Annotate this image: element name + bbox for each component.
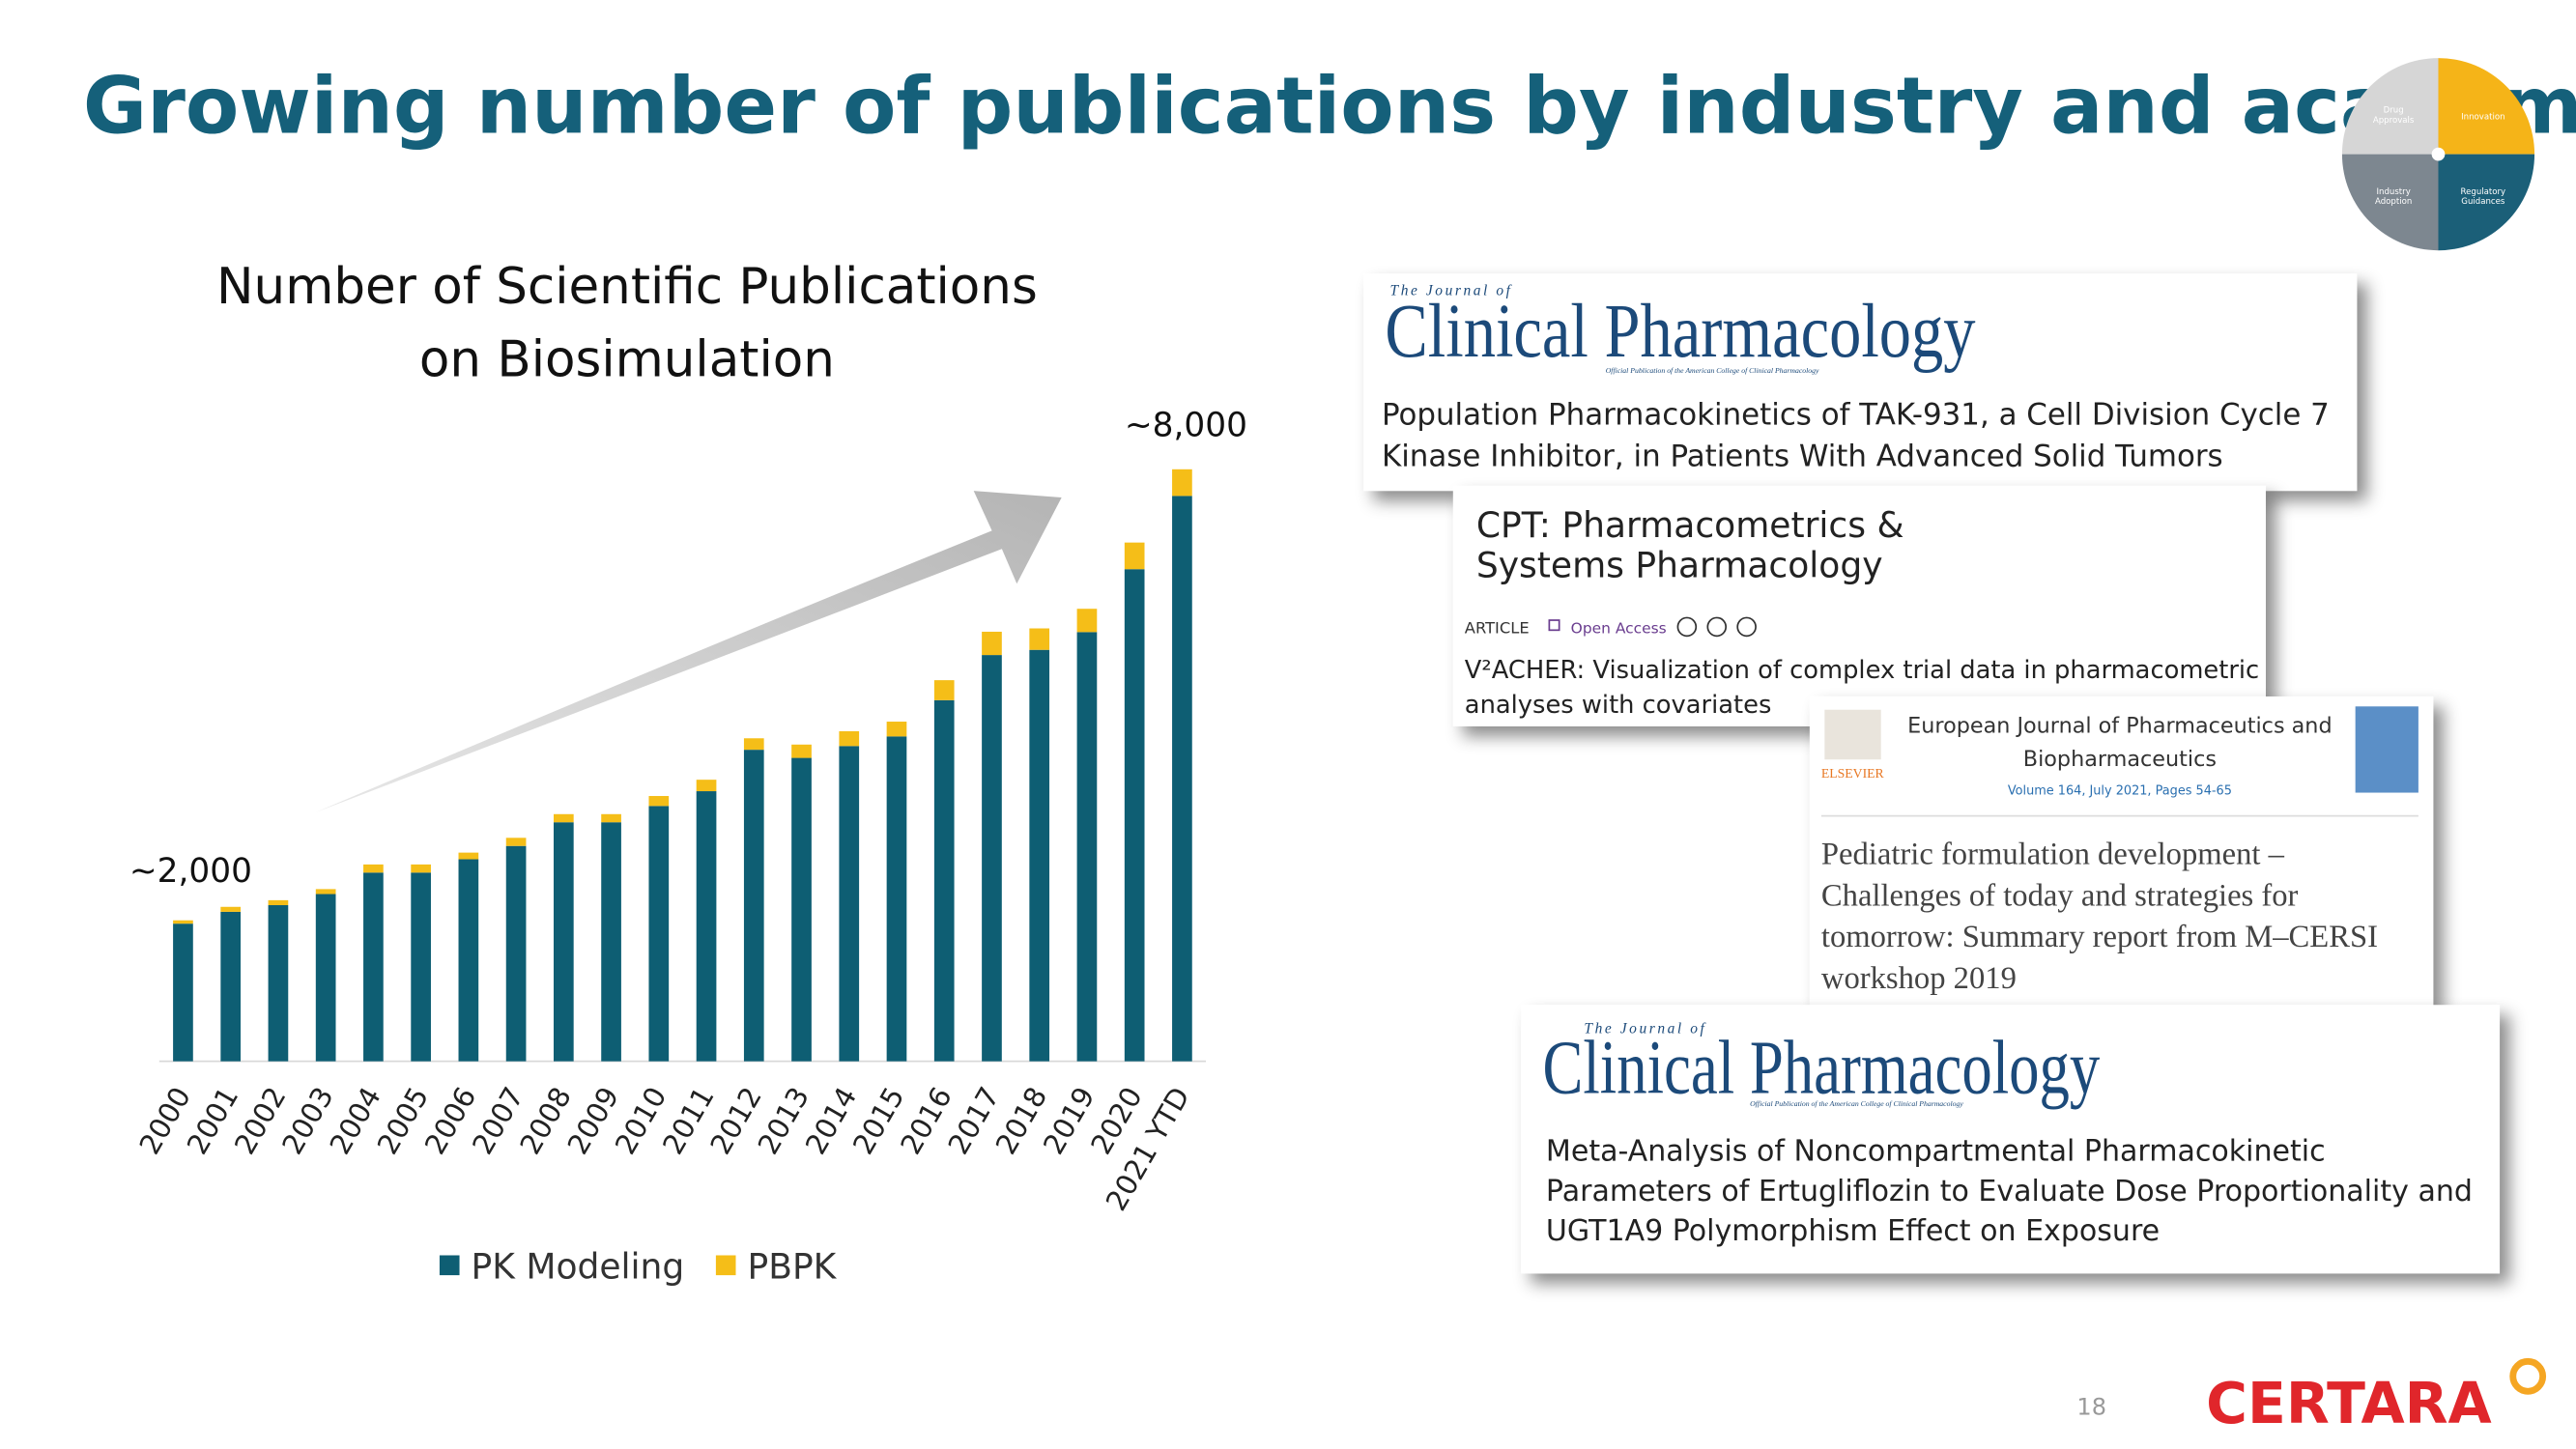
bar-segment (791, 744, 812, 758)
logo-label: Innovation (2461, 113, 2504, 123)
bar-segment (1124, 569, 1145, 1062)
logo-label: Regulatory (2461, 187, 2506, 197)
bar-segment (268, 905, 289, 1062)
logo-label: Approvals (2373, 116, 2415, 126)
legend-label: PBPK (748, 1248, 838, 1288)
bar-segment (173, 923, 193, 1062)
bar-segment (982, 631, 1002, 656)
bar-segment (1172, 469, 1192, 497)
bar-segment (1029, 649, 1050, 1062)
article-card: CPT: Pharmacometrics & Systems Pharmacol… (1452, 485, 2266, 726)
article-card: The Journal of Clinical Pharmacology Off… (1521, 1005, 2501, 1274)
legend-label: PK Modeling (472, 1248, 685, 1288)
annotation: ~2,000 (129, 852, 252, 891)
bar-segment (505, 838, 527, 846)
journal-cover (2355, 706, 2419, 793)
page-title: Growing number of publications by indust… (83, 61, 2576, 152)
logo-label: Guidances (2461, 197, 2505, 207)
article-title: tomorrow: Summary report from M–CERSI (1821, 920, 2378, 954)
logo-label: Industry (2376, 187, 2410, 197)
bar-segment (458, 852, 479, 860)
page-number: 18 (2076, 1393, 2106, 1420)
article-title: Pediatric formulation development – (1821, 837, 2285, 871)
bar-segment (458, 859, 479, 1062)
bar-segment (839, 746, 860, 1062)
bar-segment (363, 872, 384, 1062)
bar-segment (648, 806, 670, 1062)
article-card: The Journal of Clinical Pharmacology Off… (1363, 273, 2358, 492)
bar-segment (315, 889, 336, 895)
legend-swatch (439, 1255, 460, 1276)
bar-segment (886, 722, 907, 737)
bar-segment (505, 845, 527, 1062)
logo-label: Adoption (2375, 197, 2412, 207)
bar-segment (933, 680, 955, 700)
article-card: ELSEVIER European Journal of Pharmaceuti… (1809, 696, 2434, 1012)
chart-title: on Biosimulation (419, 331, 835, 389)
article-title: Kinase Inhibitor, in Patients With Advan… (1382, 439, 2223, 473)
journal-tagline: Official Publication of the American Col… (1606, 366, 1819, 375)
bar-segment (791, 757, 812, 1062)
article-title: UGT1A9 Polymorphism Effect on Exposure (1546, 1214, 2160, 1248)
bar-segment (839, 730, 860, 747)
bar-segment (601, 822, 621, 1062)
annotation: ~8,000 (1125, 406, 1247, 444)
journal-tagline: Official Publication of the American Col… (1750, 1099, 1963, 1108)
article-title: Parameters of Ertugliflozin to Evaluate … (1546, 1175, 2473, 1208)
bar-segment (886, 736, 907, 1062)
bar-segment (220, 911, 242, 1062)
journal-small: The Journal of (1390, 283, 1513, 299)
article-type: ARTICLE (1465, 619, 1530, 638)
bar-segment (696, 780, 717, 792)
bar-segment (553, 822, 574, 1062)
logo-label: Drug (2384, 106, 2404, 116)
journal-name: Clinical Pharmacology (1543, 1026, 2101, 1110)
journal-name: Clinical Pharmacology (1385, 290, 1976, 374)
journal-name: Systems Pharmacology (1476, 546, 1883, 585)
bar-segment (220, 906, 242, 912)
journal-name: European Journal of Pharmaceutics and (1907, 714, 2332, 739)
chart-title: Number of Scientific Publications (216, 258, 1038, 316)
bar-segment (411, 864, 431, 873)
bar-segment (1076, 609, 1098, 633)
bar-segment (268, 899, 289, 906)
article-title: workshop 2019 (1821, 961, 2017, 996)
bar-segment (315, 894, 336, 1062)
publisher: ELSEVIER (1821, 766, 1885, 781)
brand-logo: CERTARA (2206, 1371, 2492, 1436)
brand-mark (2509, 1357, 2547, 1395)
logo-wheel: Drug Approvals Innovation Industry Adopt… (2341, 58, 2535, 251)
journal-name: CPT: Pharmacometrics & (1476, 506, 1904, 546)
bar-chart: 2000200120022003200420052006200720082009… (133, 469, 1207, 1288)
open-access: Open Access (1571, 620, 1667, 638)
legend-swatch (715, 1255, 736, 1276)
journal-name: Biopharmaceutics (2023, 747, 2217, 772)
bar-segment (1172, 496, 1192, 1062)
bar-segment (982, 655, 1002, 1062)
bar-segment (1124, 542, 1145, 570)
bar-segment (363, 864, 384, 873)
bar-segment (1076, 632, 1098, 1062)
article-title: V²ACHER: Visualization of complex trial … (1465, 656, 2259, 685)
article-title: Meta-Analysis of Noncompartmental Pharma… (1546, 1135, 2326, 1169)
journal-small: The Journal of (1584, 1020, 1706, 1037)
bar-segment (173, 920, 193, 924)
publisher-logo (1824, 709, 1881, 760)
bar-segment (696, 791, 717, 1062)
bar-segment (553, 813, 574, 823)
bar-segment (411, 872, 431, 1062)
bar-segment (933, 699, 955, 1062)
bar-segment (648, 796, 670, 807)
journal-volume: Volume 164, July 2021, Pages 54-65 (2008, 783, 2232, 798)
bar-segment (1029, 628, 1050, 650)
bar-segment (743, 738, 764, 751)
article-title: Population Pharmacokinetics of TAK-931, … (1382, 397, 2330, 432)
bar-segment (601, 813, 621, 823)
lock-icon (1548, 619, 1560, 632)
bar-segment (743, 750, 764, 1062)
article-title: Challenges of today and strategies for (1821, 878, 2299, 913)
article-title: analyses with covariates (1465, 691, 1772, 720)
